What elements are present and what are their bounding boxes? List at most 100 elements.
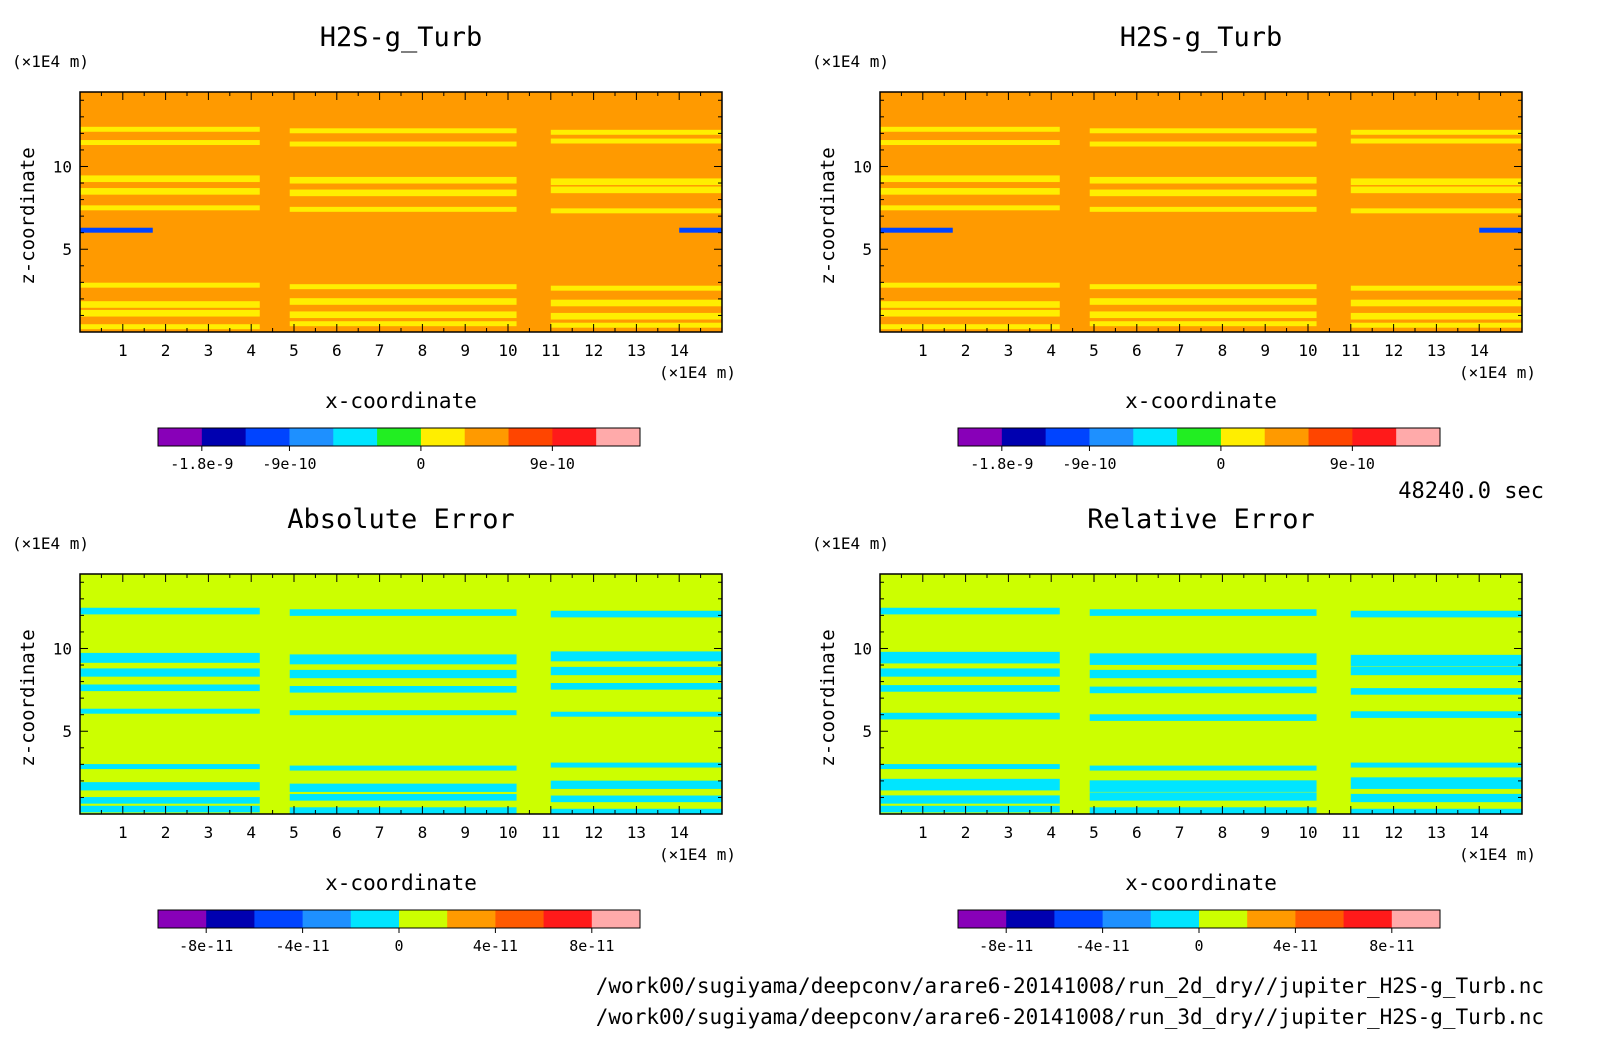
heatmap-band <box>80 175 260 183</box>
heatmap-band <box>1089 321 1317 327</box>
colorbar-cell <box>447 910 496 928</box>
x-tick-label: 2 <box>961 823 971 842</box>
colorbar-tick-label: 4e-11 <box>473 937 518 955</box>
heatmap-band <box>289 298 517 305</box>
heatmap-band <box>880 685 1060 692</box>
x-tick-label: 12 <box>584 823 603 842</box>
heatmap-band <box>880 309 1060 317</box>
heatmap-band <box>550 682 722 690</box>
colorbar-cell <box>1045 428 1090 446</box>
heatmap-band <box>880 712 1060 720</box>
y-tick-label: 5 <box>62 240 72 259</box>
x-tick-label: 7 <box>1175 823 1185 842</box>
heatmap-band <box>1350 138 1522 144</box>
y-axis-label: z-coordinate <box>17 629 39 766</box>
heatmap-band <box>1089 653 1317 665</box>
heatmap-region-anomaly-right <box>679 227 722 233</box>
colorbar-cell <box>552 428 597 446</box>
y-axis-unit: (×1E4 m) <box>12 534 89 553</box>
colorbar-cell <box>958 428 1003 446</box>
colorbar-cell <box>1133 428 1178 446</box>
heatmap-band <box>550 780 722 789</box>
x-tick-label: 11 <box>541 341 560 360</box>
colorbar-tick-label: 4e-11 <box>1273 937 1318 955</box>
x-tick-label: 11 <box>1341 341 1360 360</box>
x-tick-label: 3 <box>1004 341 1014 360</box>
heatmap-band <box>1089 176 1317 184</box>
colorbar-cell <box>1220 428 1266 446</box>
x-tick-label: 1 <box>918 823 928 842</box>
x-tick-label: 7 <box>375 341 385 360</box>
chart-panel-1: H2S-g_Turb(×1E4 m)1 2 3 4 5 6 7 8 9 10 11 12 13 14510… <box>12 22 736 473</box>
x-axis-unit: (×1E4 m) <box>1459 363 1536 382</box>
heatmap-band <box>80 301 260 308</box>
x-tick-label: 9 <box>1260 823 1270 842</box>
y-tick-label: 10 <box>853 639 872 658</box>
heatmap-band <box>550 651 722 662</box>
heatmap-band <box>550 666 722 676</box>
colorbar-cell <box>350 910 400 928</box>
colorbar: -8e-11 -4e-11 0 4e-11 8e-11 <box>157 909 641 955</box>
heatmap-band <box>550 762 722 768</box>
heatmap-band <box>880 126 1060 132</box>
x-tick-label: 13 <box>1427 341 1446 360</box>
colorbar-tick-label: -9e-10 <box>262 455 316 473</box>
heatmap-band <box>880 651 1060 664</box>
x-axis-unit: (×1E4 m) <box>659 845 736 864</box>
heatmap-band <box>880 301 1060 308</box>
colorbar-cell <box>1247 910 1296 928</box>
time-label: 48240.0 sec <box>1398 479 1544 504</box>
heatmap-band <box>289 311 517 319</box>
colorbar-cell <box>958 910 1007 928</box>
colorbar-cell <box>495 910 545 928</box>
heatmap-band <box>1350 610 1522 618</box>
y-tick-label: 5 <box>62 722 72 741</box>
x-tick-label: 2 <box>161 823 171 842</box>
heatmap-band <box>1350 178 1522 186</box>
heatmap-band <box>1089 780 1317 792</box>
chart-panel-4: Relative Error(×1E4 m)1 2 3 4 5 6 7 8 9 10 11 12 13 1… <box>812 504 1536 955</box>
colorbar-tick-label: -1.8e-9 <box>970 455 1033 473</box>
heatmap-band <box>550 795 722 803</box>
heatmap-band <box>80 684 260 692</box>
colorbar-cell <box>333 428 378 446</box>
x-tick-label: 3 <box>204 341 214 360</box>
colorbar-tick-label: 0 <box>394 937 403 955</box>
colorbar-tick-label: 9e-10 <box>1330 455 1375 473</box>
heatmap-band <box>880 188 1060 195</box>
heatmap-band <box>1350 654 1522 667</box>
heatmap-bands <box>880 607 1522 814</box>
x-tick-label: 8 <box>1218 823 1228 842</box>
x-tick-label: 13 <box>1427 823 1446 842</box>
colorbar-cell <box>420 428 466 446</box>
x-tick-label: 5 <box>289 341 299 360</box>
heatmap-band <box>289 189 517 197</box>
heatmap-band <box>289 176 517 184</box>
heatmap-band <box>80 126 260 132</box>
x-tick-label: 1 <box>918 341 928 360</box>
chart-panel-3: Absolute Error(×1E4 m)1 2 3 4 5 6 7 8 9 10 11 12 13 1… <box>12 504 736 955</box>
y-tick-label: 5 <box>862 722 872 741</box>
x-tick-label: 11 <box>1341 823 1360 842</box>
heatmap-band <box>1350 666 1522 676</box>
colorbar-cell <box>158 428 203 446</box>
heatmap-band <box>880 668 1060 677</box>
colorbar-cell <box>158 910 207 928</box>
heatmap-band <box>80 140 260 146</box>
heatmap-band <box>289 321 517 327</box>
heatmap-band <box>880 175 1060 183</box>
heatmap-bands <box>80 607 722 814</box>
chart-title: H2S-g_Turb <box>320 22 483 53</box>
footer-path-2: /work00/sugiyama/deepconv/arare6-2014100… <box>596 1005 1544 1029</box>
heatmap-band <box>80 708 260 714</box>
colorbar: -8e-11 -4e-11 0 4e-11 8e-11 <box>957 909 1441 955</box>
heatmap-band <box>80 607 260 615</box>
heatmap-band <box>80 782 260 791</box>
heatmap-band <box>1089 714 1317 721</box>
heatmap-band <box>550 208 722 214</box>
heatmap-band <box>1089 128 1317 134</box>
colorbar-cell <box>1102 910 1152 928</box>
heatmap-band <box>80 324 260 330</box>
x-tick-label: 5 <box>1089 341 1099 360</box>
